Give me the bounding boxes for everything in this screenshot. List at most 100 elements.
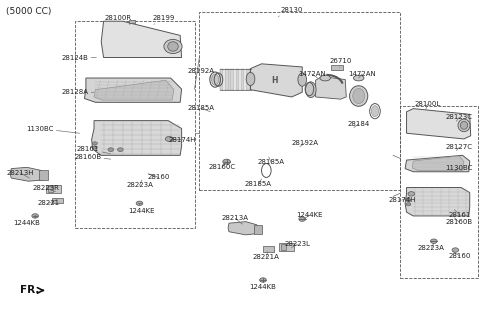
Text: 28161: 28161 <box>77 146 111 154</box>
Text: 28174H: 28174H <box>169 137 196 143</box>
Bar <box>39 171 48 180</box>
Text: 28100L: 28100L <box>415 101 441 110</box>
Polygon shape <box>405 188 470 216</box>
Polygon shape <box>10 167 44 181</box>
Ellipse shape <box>372 106 379 117</box>
Polygon shape <box>405 155 470 172</box>
Circle shape <box>406 203 411 206</box>
Polygon shape <box>316 76 346 99</box>
Text: 28127C: 28127C <box>446 145 473 151</box>
Bar <box>246 69 250 90</box>
Bar <box>254 225 262 234</box>
Ellipse shape <box>349 86 368 106</box>
Text: 28160: 28160 <box>448 252 470 259</box>
Text: 28192A: 28192A <box>187 68 214 77</box>
Text: 28160C: 28160C <box>208 162 235 170</box>
Circle shape <box>165 136 173 141</box>
Text: H: H <box>271 76 278 85</box>
Bar <box>236 69 239 90</box>
Polygon shape <box>94 80 174 100</box>
Circle shape <box>136 201 143 205</box>
Ellipse shape <box>164 39 182 54</box>
Text: 1244KE: 1244KE <box>129 204 155 214</box>
Text: FR.: FR. <box>20 285 39 295</box>
Text: 28124B: 28124B <box>61 55 96 61</box>
Polygon shape <box>412 156 464 171</box>
Text: 1472AN: 1472AN <box>298 71 325 78</box>
Polygon shape <box>251 64 302 97</box>
Text: 28185A: 28185A <box>245 179 272 187</box>
Text: 28213H: 28213H <box>6 170 34 178</box>
Ellipse shape <box>246 72 255 86</box>
Circle shape <box>431 239 437 243</box>
Ellipse shape <box>458 119 470 132</box>
Ellipse shape <box>306 82 316 98</box>
Bar <box>199 12 400 190</box>
Bar <box>279 243 294 251</box>
Text: 28223R: 28223R <box>33 185 60 192</box>
Text: 28161: 28161 <box>448 210 470 218</box>
Text: 28185A: 28185A <box>258 157 285 165</box>
Ellipse shape <box>353 88 365 104</box>
Text: 28199: 28199 <box>152 15 175 24</box>
Circle shape <box>406 198 411 202</box>
Bar <box>225 69 228 90</box>
Ellipse shape <box>460 121 468 129</box>
Text: 28174H: 28174H <box>388 197 416 203</box>
Circle shape <box>408 192 415 196</box>
Text: 28160B: 28160B <box>74 154 111 160</box>
Polygon shape <box>228 222 258 235</box>
Text: 28128A: 28128A <box>61 89 94 95</box>
Text: 28130: 28130 <box>278 7 303 16</box>
Ellipse shape <box>212 74 219 85</box>
Bar <box>75 21 194 228</box>
Ellipse shape <box>320 75 330 81</box>
Bar <box>48 186 53 192</box>
Circle shape <box>118 148 123 152</box>
Text: 28192A: 28192A <box>291 140 318 146</box>
Circle shape <box>93 142 97 145</box>
Polygon shape <box>101 21 181 57</box>
Text: 28223A: 28223A <box>126 180 153 188</box>
Text: (5000 CC): (5000 CC) <box>6 7 52 16</box>
Text: 1244KE: 1244KE <box>296 212 323 220</box>
Text: 28221: 28221 <box>37 199 60 206</box>
Circle shape <box>223 159 230 164</box>
Text: 28160: 28160 <box>147 174 170 180</box>
Polygon shape <box>84 78 181 102</box>
Bar <box>230 69 234 90</box>
Bar <box>220 69 223 90</box>
Text: 1130BC: 1130BC <box>26 126 80 133</box>
Circle shape <box>93 146 97 149</box>
Ellipse shape <box>168 42 178 51</box>
Text: 28184: 28184 <box>348 121 370 127</box>
Text: 1244KB: 1244KB <box>13 217 40 226</box>
Text: 28223A: 28223A <box>418 243 445 250</box>
Circle shape <box>260 278 266 282</box>
Text: 26710: 26710 <box>329 58 352 68</box>
Polygon shape <box>407 109 471 139</box>
Circle shape <box>32 214 38 218</box>
Bar <box>241 69 244 90</box>
Bar <box>129 20 135 23</box>
Text: 1244KB: 1244KB <box>250 281 276 290</box>
Text: 28185A: 28185A <box>187 105 214 112</box>
Bar <box>263 246 274 252</box>
Bar <box>331 65 343 70</box>
Bar <box>281 244 287 250</box>
Text: 28213A: 28213A <box>222 216 249 224</box>
Text: 28100R: 28100R <box>104 15 132 24</box>
Bar <box>400 107 479 278</box>
Text: 28223L: 28223L <box>285 241 311 248</box>
Bar <box>52 197 63 203</box>
Ellipse shape <box>298 73 307 86</box>
Bar <box>46 185 60 193</box>
Circle shape <box>108 148 114 152</box>
Circle shape <box>452 248 459 252</box>
Ellipse shape <box>353 75 364 81</box>
Polygon shape <box>92 121 181 155</box>
Text: 1130BC: 1130BC <box>445 165 473 171</box>
Text: 28123C: 28123C <box>446 114 473 121</box>
Text: 28160B: 28160B <box>445 218 473 225</box>
Circle shape <box>299 217 306 221</box>
